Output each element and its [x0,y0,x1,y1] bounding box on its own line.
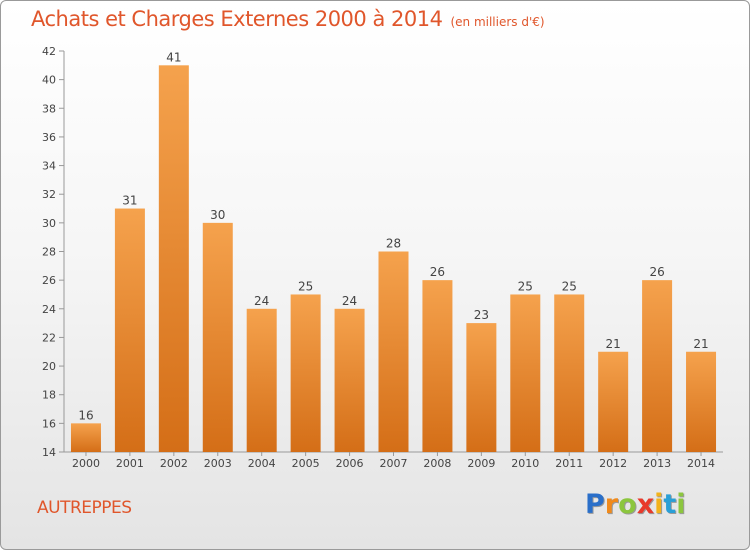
bar-2009 [466,323,497,452]
bar-2000 [70,423,101,452]
y-tick-label: 20 [42,360,56,373]
data-label-2008: 26 [430,265,445,279]
data-label-2011: 25 [562,279,577,293]
data-label-2009: 23 [474,308,489,322]
x-tick-label-2008: 2008 [423,457,451,470]
chart-title: Achats et Charges Externes 2000 à 2014 (e… [31,7,545,31]
x-tick-label-2003: 2003 [204,457,232,470]
x-tick-label-2010: 2010 [511,457,539,470]
x-tick-label-2009: 2009 [467,457,495,470]
bar-2012 [598,351,629,452]
logo-letter: r [604,489,619,520]
chart-subtitle: (en milliers d'€) [450,15,545,29]
x-tick-label-2000: 2000 [72,457,100,470]
place-name: AUTREPPES [37,498,132,518]
data-label-2014: 21 [693,337,708,351]
data-label-2007: 28 [386,237,401,251]
y-tick-label: 30 [42,217,56,230]
data-label-2013: 26 [649,265,664,279]
y-tick-label: 28 [42,246,56,259]
bar-2006 [334,308,365,452]
y-tick-label: 32 [42,188,56,201]
y-tick-label: 34 [42,160,56,173]
chart-title-text: Achats et Charges Externes 2000 à 2014 [31,7,443,31]
bar-2004 [246,308,277,452]
x-tick-label-2004: 2004 [248,457,276,470]
bar-2014 [686,351,717,452]
bar-2002 [158,65,189,453]
bar-2011 [554,294,585,452]
data-label-2002: 41 [166,50,181,64]
y-tick-label: 26 [42,274,56,287]
bar-2005 [290,294,321,452]
y-tick-label: 24 [42,303,56,316]
data-label-2006: 24 [342,294,357,308]
x-tick-label-2005: 2005 [292,457,320,470]
data-label-2010: 25 [518,279,533,293]
data-label-2005: 25 [298,279,313,293]
x-tick-label-2012: 2012 [599,457,627,470]
y-tick-label: 42 [42,45,56,58]
data-label-2012: 21 [606,337,621,351]
data-label-2004: 24 [254,294,269,308]
logo-letter: o [618,489,637,520]
logo-letter: P [585,489,605,520]
proxiti-logo: Proxiti [585,489,686,520]
bar-2001 [114,208,145,452]
logo-letter: t [663,489,677,520]
x-tick-label-2002: 2002 [160,457,188,470]
data-label-2003: 30 [210,208,225,222]
bar-2010 [510,294,541,452]
logo-letter: i [654,489,664,520]
chart-bars [70,65,717,453]
x-tick-label-2007: 2007 [380,457,408,470]
chart-axes: 14 16 18 20 22 24 26 28 30 32 34 36 38 40 42 [42,45,723,459]
bar-2003 [202,222,233,452]
x-tick-label-2011: 2011 [555,457,583,470]
bar-2008 [422,280,453,452]
y-tick-label: 36 [42,131,56,144]
data-label-2000: 16 [78,408,93,422]
y-tick-label: 14 [42,446,56,459]
bar-2013 [642,280,673,452]
y-tick-label: 16 [42,417,56,430]
x-tick-label-2013: 2013 [643,457,671,470]
x-tick-label-2014: 2014 [687,457,715,470]
y-tick-label: 22 [42,331,56,344]
data-label-2001: 31 [122,194,137,208]
y-tick-label: 40 [42,74,56,87]
x-tick-label-2006: 2006 [336,457,364,470]
y-tick-label: 38 [42,102,56,115]
bar-2007 [378,251,409,452]
x-tick-label-2001: 2001 [116,457,144,470]
logo-letter: i [676,489,686,520]
chart-labels: 2000 16 2001 31 2002 41 2003 30 2004 24 2005 25 2006… [72,50,715,470]
logo-letter: x [636,489,655,520]
y-tick-label: 18 [42,389,56,402]
